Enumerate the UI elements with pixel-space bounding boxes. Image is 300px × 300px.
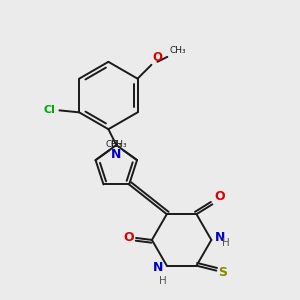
Text: H: H: [222, 238, 230, 248]
Text: N: N: [111, 148, 122, 161]
Text: Cl: Cl: [44, 105, 56, 116]
Text: H: H: [159, 276, 167, 286]
Text: CH₃: CH₃: [169, 46, 186, 55]
Text: N: N: [152, 261, 163, 274]
Text: O: O: [124, 232, 134, 244]
Text: CH₃: CH₃: [110, 140, 127, 149]
Text: S: S: [218, 266, 227, 279]
Text: CH₃: CH₃: [106, 140, 122, 149]
Text: O: O: [152, 51, 162, 64]
Text: O: O: [214, 190, 225, 203]
Text: N: N: [215, 232, 226, 244]
